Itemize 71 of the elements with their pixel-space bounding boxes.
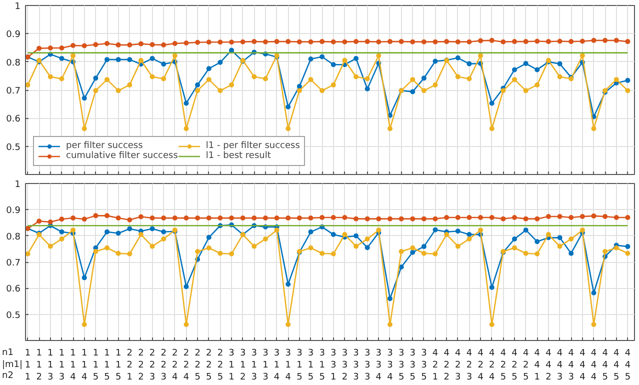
x-tick-label: 3 3 4 [376, 348, 382, 382]
x-tick-label: 1 1 4 [82, 348, 88, 382]
text: n1 |m1| n2 [2, 348, 23, 384]
x-tick-label: 4 2 5 [522, 348, 529, 382]
x-tick-label: 4 4 5 [624, 348, 631, 382]
y-tick-label: 0.8 [6, 58, 21, 68]
x-tick-label: 1 1 5 [104, 348, 110, 382]
y-tick-label: 1 [14, 180, 21, 190]
x-tick-label: 3 3 5 [421, 348, 427, 382]
legend-label: l1 - per filter success [206, 141, 300, 151]
x-tick-label: 4 4 3 [568, 348, 574, 382]
x-tick-label: 3 3 5 [398, 348, 404, 382]
y-tick-label: 0.9 [6, 30, 21, 40]
x-tick-label: 2 2 1 [126, 348, 133, 382]
x-tick-label: 2 2 5 [194, 348, 200, 382]
y-tick-label: 0.7 [6, 86, 21, 96]
y-tick-label: 0.6 [6, 284, 21, 295]
x-tick-label: 4 2 5 [500, 348, 506, 382]
x-tick-label: 3 3 3 [364, 348, 370, 382]
x-tick-label: 4 2 3 [455, 348, 462, 382]
x-tick-label: 2 2 3 [160, 348, 166, 382]
y-tick-label: 1 [14, 2, 21, 12]
legend-label: cumulative filter success [66, 151, 178, 161]
x-tick-label: 4 4 4 [590, 348, 597, 382]
x-tick-label: 3 3 1 [330, 348, 336, 382]
y-tick-label: 0.8 [6, 232, 21, 242]
x-tick-label: 3 1 5 [296, 348, 302, 382]
x-tick-label: 3 1 5 [308, 348, 314, 382]
x-tick-label: 4 2 4 [478, 348, 484, 382]
x-tick-label: 2 2 2 [138, 348, 144, 382]
x-tick-label: 4 4 5 [602, 348, 608, 382]
y-tick-label: 0.9 [6, 206, 21, 216]
x-tick-label: 3 3 2 [342, 348, 348, 382]
x-tick-label: 3 1 4 [285, 348, 292, 382]
x-tick-label: 4 2 1 [432, 348, 438, 382]
x-tick-label: 1 1 5 [115, 348, 122, 382]
x-tick-label: 1 1 1 [24, 348, 31, 382]
legend-label: l1 - best result [206, 151, 271, 161]
x-tick-label: 3 1 1 [228, 348, 234, 382]
x-tick-label: 4 2 4 [489, 348, 496, 382]
x-tick-label: 3 1 2 [240, 348, 246, 382]
x-tick-label: 3 3 5 [410, 348, 416, 382]
x-tick-label: 4 4 5 [614, 348, 620, 382]
x-tick-label: 3 1 4 [274, 348, 280, 382]
x-tick-label: 4 2 2 [444, 348, 450, 382]
x-tick-label: 3 1 3 [251, 348, 258, 382]
x-tick-label: 4 4 1 [534, 348, 540, 382]
x-tick-label: 4 2 3 [466, 348, 472, 382]
x-tick-label: 3 3 3 [353, 348, 359, 382]
legend-label: per filter success [66, 141, 143, 151]
x-tick-label: 1 1 5 [92, 348, 99, 382]
y-tick-label: 0.7 [6, 258, 21, 268]
x-tick-label: 4 4 3 [556, 348, 563, 382]
x-tick-label: 3 1 5 [319, 348, 325, 382]
x-tick-label: 3 1 3 [262, 348, 268, 382]
x-tick-label: 2 2 5 [217, 348, 224, 382]
x-tick-label: 4 4 2 [546, 348, 552, 382]
x-tick-label: 4 2 5 [512, 348, 518, 382]
x-tick-label: 1 1 3 [48, 348, 54, 382]
x-tick-label: 2 2 4 [172, 348, 178, 382]
x-tick-label: 2 2 4 [183, 348, 190, 382]
y-tick-label: 0.6 [6, 114, 21, 125]
x-tick-label: 3 3 4 [387, 348, 394, 382]
x-tick-label: 2 2 3 [149, 348, 156, 382]
x-tick-label: 1 1 3 [58, 348, 65, 382]
x-tick-label: 1 1 2 [36, 348, 42, 382]
y-tick-label: 0.5 [6, 310, 21, 321]
x-tick-label: 1 1 4 [70, 348, 76, 382]
x-tick-label: 4 4 4 [580, 348, 586, 382]
x-tick-label: 2 2 5 [206, 348, 212, 382]
y-tick-label: 0.5 [6, 142, 21, 153]
